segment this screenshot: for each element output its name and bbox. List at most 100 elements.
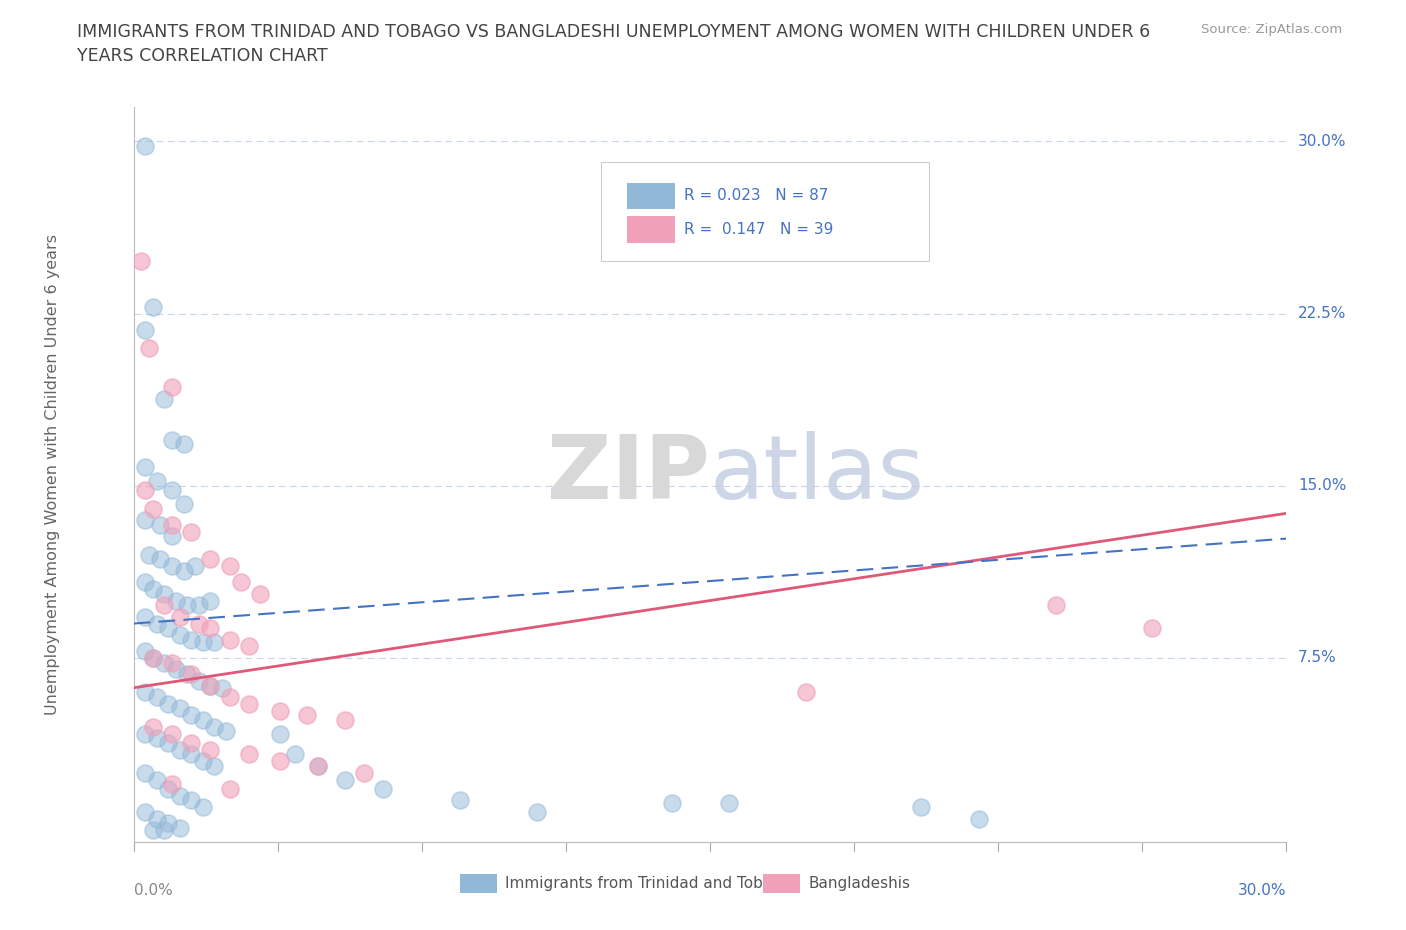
FancyBboxPatch shape [627,217,675,243]
Text: 30.0%: 30.0% [1239,883,1286,898]
Point [180,632,202,647]
Point [160,379,183,394]
Point [187,598,209,613]
Point [165,662,187,677]
Point [967,811,990,826]
Point [180,525,202,539]
Point [129,253,152,268]
Point [142,581,165,596]
Point [134,512,156,527]
Point [134,460,156,475]
Point [211,681,233,696]
Point [180,747,202,762]
Point [200,593,222,608]
Text: 30.0%: 30.0% [1298,134,1347,149]
Point [218,559,240,574]
Point [145,811,167,826]
Point [142,651,165,666]
Text: R = 0.023   N = 87: R = 0.023 N = 87 [683,189,828,204]
Point [180,667,202,682]
Point [157,816,180,830]
Point [661,795,683,810]
Point [160,559,183,574]
Text: R =  0.147   N = 39: R = 0.147 N = 39 [683,222,832,237]
Point [134,726,156,741]
Point [191,754,214,769]
Point [134,685,156,700]
Point [142,501,165,516]
Point [157,781,180,796]
Point [176,667,198,682]
Text: ZIP: ZIP [547,431,710,518]
Point [180,793,202,808]
Point [176,598,198,613]
FancyBboxPatch shape [763,874,800,893]
Point [142,299,165,314]
Point [249,586,271,601]
Point [307,759,329,774]
Point [149,517,172,532]
Point [153,655,176,670]
FancyBboxPatch shape [460,874,496,893]
Point [449,793,471,808]
Point [142,651,165,666]
Point [169,789,191,804]
Point [173,497,195,512]
Point [145,731,167,746]
Text: Unemployment Among Women with Children Under 6 years: Unemployment Among Women with Children U… [45,233,60,715]
Point [191,634,214,649]
Text: 0.0%: 0.0% [134,883,173,898]
Point [160,726,183,741]
Point [153,823,176,838]
Point [307,759,329,774]
Point [1045,598,1067,613]
Point [160,655,183,670]
Point [145,689,167,704]
Point [180,736,202,751]
Point [238,639,260,654]
Text: atlas: atlas [710,431,925,518]
Point [134,139,156,153]
Point [157,620,180,635]
Point [160,529,183,544]
Point [142,823,165,838]
Point [134,644,156,658]
Point [333,712,356,727]
Point [218,632,240,647]
Point [269,726,291,741]
Point [169,628,191,643]
Point [145,616,167,631]
Point [134,483,156,498]
Point [134,609,156,624]
Point [218,689,240,704]
Text: Immigrants from Trinidad and Tobago: Immigrants from Trinidad and Tobago [505,876,792,891]
Point [169,701,191,716]
Point [353,765,375,780]
Text: IMMIGRANTS FROM TRINIDAD AND TOBAGO VS BANGLADESHI UNEMPLOYMENT AMONG WOMEN WITH: IMMIGRANTS FROM TRINIDAD AND TOBAGO VS B… [77,23,1150,65]
Point [1140,620,1163,635]
Point [187,673,209,688]
Point [231,575,253,590]
Point [202,634,225,649]
Point [200,678,222,693]
Point [160,517,183,532]
Point [202,759,225,774]
Point [526,804,548,819]
Point [718,795,741,810]
Point [149,551,172,566]
Point [153,392,176,406]
Point [284,747,307,762]
Point [153,586,176,601]
Point [169,609,191,624]
Point [200,551,222,566]
Point [238,747,260,762]
Point [180,708,202,723]
Point [269,703,291,718]
Text: 22.5%: 22.5% [1298,306,1347,321]
Point [138,340,160,355]
Point [187,616,209,631]
Point [295,708,318,723]
Text: 7.5%: 7.5% [1298,650,1337,666]
Point [153,598,176,613]
Point [145,473,167,488]
